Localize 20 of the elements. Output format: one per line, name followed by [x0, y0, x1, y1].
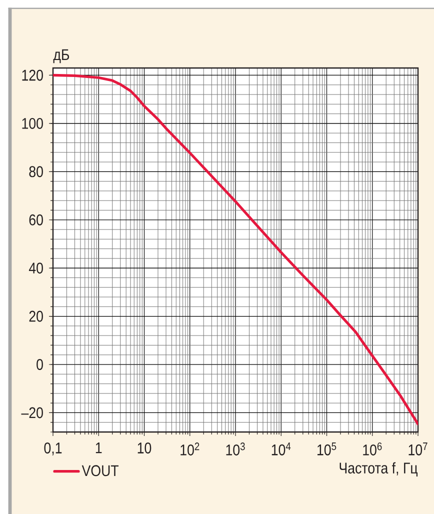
y-tick-label: 100: [22, 118, 43, 129]
x-tick-label: 10$^{7}$: [408, 442, 428, 456]
y-tick-label: 60: [29, 214, 43, 226]
x-axis-title: Частота f, Гц: [340, 462, 418, 477]
x-tick-label: 1: [96, 442, 102, 454]
x-tick-label: 10$^{4}$: [272, 442, 291, 456]
y-tick-label: 20: [29, 310, 43, 322]
y-axis-title: дБ: [53, 49, 70, 64]
y-tick-label: 40: [28, 262, 43, 274]
y-tick-label: 0: [36, 359, 43, 370]
x-tick-label: 10: [138, 442, 152, 454]
y-tick-label: 120: [22, 70, 43, 81]
x-tick-label: 10$^{3}$: [226, 442, 245, 456]
y-tick-label: 80: [29, 166, 43, 178]
x-tick-label: 10$^{5}$: [318, 442, 336, 456]
x-tick-label: 10$^{6}$: [363, 442, 382, 456]
legend-label: VOUT: [82, 465, 119, 476]
y-tick-label: –20: [21, 407, 43, 418]
x-tick-label: 10$^{2}$: [180, 442, 200, 456]
x-tick-label: 0,1: [44, 442, 62, 456]
